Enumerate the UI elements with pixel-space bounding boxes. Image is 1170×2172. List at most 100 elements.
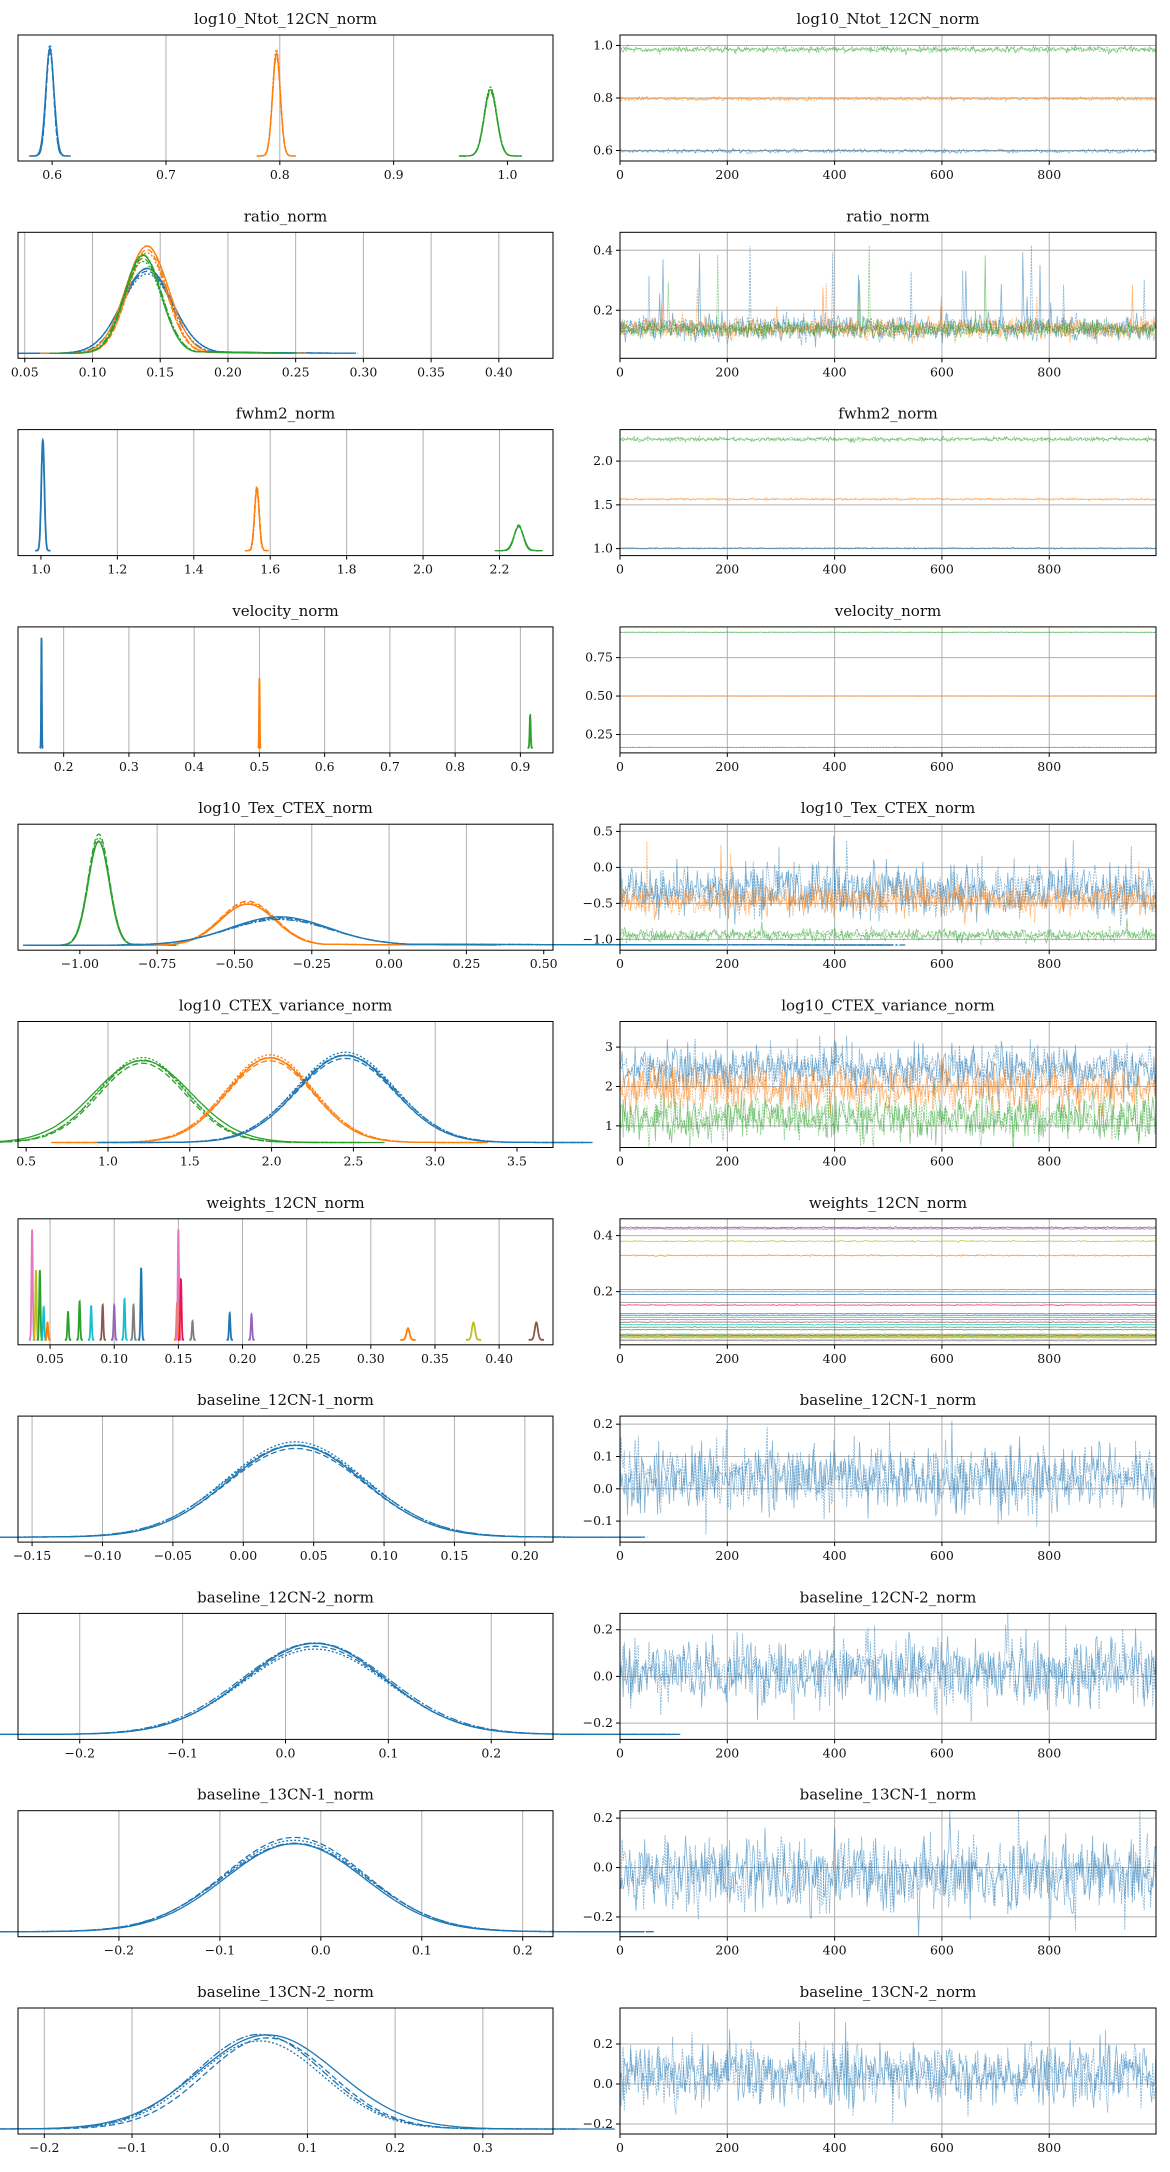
trace-line [620, 546, 1156, 550]
trace-series-group [620, 1035, 1156, 1148]
trace-xtick-label: 800 [1037, 956, 1061, 971]
trace-line [620, 1335, 1156, 1338]
density-xtick-label: 2.0 [262, 1154, 282, 1169]
density-xtick-label: 0.1 [412, 1943, 432, 1958]
trace-title: fwhm2_norm [838, 405, 937, 423]
trace-xtick-label: 800 [1037, 759, 1061, 774]
trace-ytick-label: 0.1 [593, 1448, 613, 1463]
density-curve [137, 1267, 145, 1341]
trace-line [620, 1301, 1156, 1304]
trace-panel-1: log10_Ntot_12CN_norm 0 200 400 600 800 0.6 0.8 1… [593, 10, 1157, 182]
density-xtick-label: 0.40 [485, 364, 513, 379]
density-xtick-label: 1.4 [184, 562, 204, 577]
trace-xtick-label: 600 [930, 956, 954, 971]
density-panel-4: velocity_norm 0.2 0.3 0.4 0.5 0.6 0.7 0.8 0.9 [17, 602, 554, 774]
trace-ytick-label: 0.8 [593, 90, 613, 105]
trace-line [620, 1225, 1156, 1230]
trace-ytick-label: 0.6 [593, 143, 613, 158]
trace-xtick-label: 600 [930, 364, 954, 379]
density-curve [99, 1302, 106, 1341]
density-axes-frame [17, 231, 554, 359]
trace-line [620, 497, 1156, 502]
density-title: weights_12CN_norm [206, 1194, 364, 1212]
trace-line [620, 1035, 1156, 1106]
density-title: baseline_12CN-1_norm [197, 1391, 374, 1409]
density-xtick-label: 0.3 [119, 759, 139, 774]
density-curve [30, 47, 70, 157]
trace-ytick-label: −0.5 [583, 895, 613, 910]
trace-ytick-label: −0.2 [583, 2116, 613, 2131]
trace-line [620, 1227, 1156, 1231]
density-xtick-label: 0.6 [315, 759, 335, 774]
trace-xtick-label: 0 [616, 2140, 624, 2155]
trace-ytick-label: 0.0 [593, 1481, 613, 1496]
trace-line [620, 918, 1156, 945]
density-xtick-label: 0.2 [54, 759, 74, 774]
trace-line [620, 1318, 1156, 1321]
trace-line [620, 1304, 1156, 1306]
density-curve [459, 91, 522, 157]
trace-series-group [620, 631, 1156, 749]
trace-ytick-label: 1.0 [593, 541, 613, 556]
trace-xtick-label: 800 [1037, 1351, 1061, 1366]
density-curve [458, 88, 523, 157]
trace-ytick-label: −1.0 [583, 931, 613, 946]
density-xtick-label: 0.7 [380, 759, 400, 774]
density-title: ratio_norm [244, 207, 328, 225]
density-curve [121, 1297, 128, 1341]
density-xtick-label: 0.6 [42, 167, 62, 182]
density-xtick-label: 0.05 [300, 1548, 328, 1563]
density-xtick-label: −0.1 [205, 1943, 235, 1958]
density-curve [528, 1321, 544, 1341]
trace-ytick-label: 1 [605, 1118, 613, 1133]
density-axes-frame [17, 1218, 554, 1346]
density-xtick-label: −0.2 [29, 2140, 59, 2155]
trace-ytick-label: 1.0 [593, 38, 613, 53]
trace-title: baseline_13CN-1_norm [800, 1786, 977, 1804]
trace-ytick-label: −0.2 [583, 1715, 613, 1730]
trace-ytick-label: 0.75 [585, 650, 613, 665]
density-curve [256, 48, 296, 157]
trace-panel-3: fwhm2_norm 0 200 400 600 800 1.0 1.5 2.0 [593, 405, 1157, 577]
density-xtick-label: 0.35 [421, 1351, 449, 1366]
density-curve [0, 1642, 682, 1736]
trace-axes-frame [619, 1218, 1157, 1346]
density-axes-frame [17, 823, 554, 951]
trace-line [620, 695, 1156, 697]
density-curve [87, 1305, 95, 1341]
density-curve [0, 1441, 644, 1538]
trace-ytick-label: 0.0 [593, 859, 613, 874]
trace-xtick-label: 600 [930, 759, 954, 774]
trace-xtick-label: 800 [1037, 1548, 1061, 1563]
density-xtick-label: 0.9 [510, 759, 530, 774]
density-xtick-label: 0.10 [370, 1548, 398, 1563]
density-xtick-label: 0.2 [513, 1943, 533, 1958]
trace-xtick-label: 800 [1037, 2140, 1061, 2155]
trace-title: log10_Tex_CTEX_norm [801, 799, 975, 817]
trace-axes-frame [619, 1810, 1157, 1938]
density-curve [48, 244, 293, 354]
density-curve [189, 1319, 196, 1341]
density-xtick-label: 0.25 [282, 364, 310, 379]
trace-title: weights_12CN_norm [809, 1194, 967, 1212]
trace-ytick-label: 0.2 [593, 1622, 613, 1637]
density-xtick-label: −0.25 [293, 956, 331, 971]
density-curve [97, 1054, 594, 1144]
density-xtick-label: 1.0 [498, 167, 518, 182]
density-axes-frame [17, 626, 554, 754]
density-xtick-label: 0.25 [293, 1351, 321, 1366]
density-xtick-label: −0.1 [167, 1745, 197, 1760]
density-curve [39, 637, 44, 749]
trace-ytick-label: 2 [605, 1078, 613, 1093]
trace-line [620, 925, 1156, 946]
trace-panel-8: baseline_12CN-1_norm 0 200 400 600 800 −0.1 0.0… [583, 1391, 1157, 1563]
trace-line [620, 283, 1156, 342]
trace-xtick-label: 400 [823, 1745, 847, 1760]
trace-xtick-label: 0 [616, 1351, 624, 1366]
density-xtick-label: 1.2 [107, 562, 127, 577]
trace-title: baseline_12CN-1_norm [800, 1391, 977, 1409]
trace-xtick-label: 400 [823, 956, 847, 971]
trace-title: log10_CTEX_variance_norm [781, 997, 994, 1015]
density-panel-11: baseline_13CN-2_norm −0.2 −0.1 0.0 0.1 0.2 0.3 [0, 1983, 615, 2155]
density-curve [28, 47, 71, 157]
